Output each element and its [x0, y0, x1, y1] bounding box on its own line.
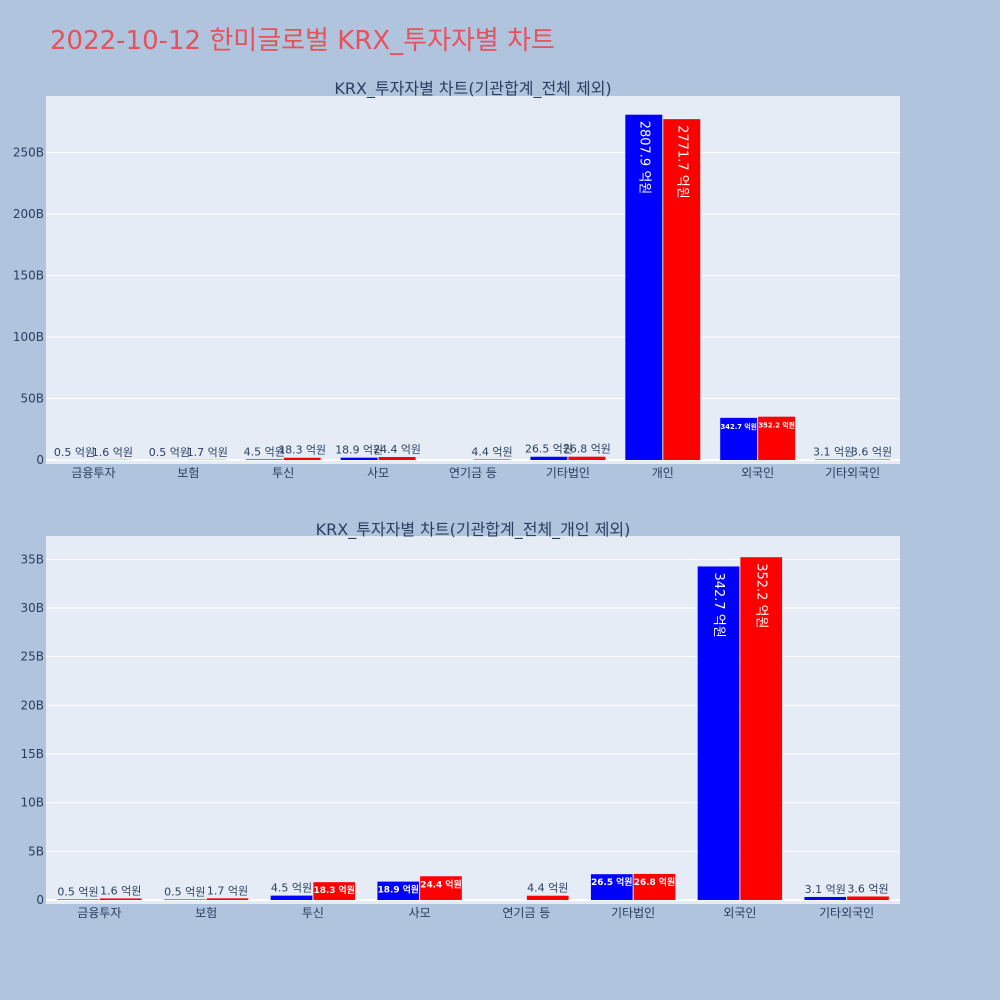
chart-title: KRX_투자자별 차트(기관합계_전체_개인 제외) — [316, 520, 631, 540]
data-label: 1.6 억원 — [100, 884, 141, 897]
data-label: 4.5 억원 — [271, 882, 312, 895]
page-title: 2022-10-12 한미글로벌 KRX_투자자별 차트 — [50, 26, 555, 56]
bar — [340, 457, 378, 460]
y-tick-label: 100B — [13, 330, 44, 344]
data-label: 0.5 억원 — [164, 886, 205, 899]
data-label: 342.7 억원 — [711, 572, 726, 637]
data-label: 24.4 억원 — [373, 443, 421, 456]
bar — [663, 119, 701, 460]
bar — [697, 566, 740, 900]
bar — [378, 456, 416, 460]
bar — [313, 882, 356, 900]
bar — [530, 456, 568, 460]
data-label: 3.6 억원 — [851, 446, 892, 459]
data-label: 4.4 억원 — [471, 445, 512, 458]
y-tick-label: 0 — [36, 453, 44, 467]
data-label: 1.6 억원 — [92, 446, 133, 459]
bar — [283, 457, 321, 460]
x-tick-label: 보험 — [195, 906, 217, 920]
data-label: 18.3 억원 — [278, 444, 326, 457]
bar — [377, 881, 420, 900]
data-label: 0.5 억원 — [149, 446, 190, 459]
x-tick-label: 연기금 등 — [449, 466, 497, 480]
x-tick-label: 기타법인 — [611, 906, 655, 920]
y-tick-label: 250B — [13, 146, 44, 160]
y-tick-label: 20B — [20, 698, 44, 712]
y-tick-label: 25B — [20, 650, 44, 664]
bar — [568, 456, 606, 460]
data-label: 3.1 억원 — [805, 883, 846, 896]
bar — [245, 459, 283, 460]
x-tick-label: 보험 — [177, 466, 199, 480]
chart-1: 0 50B 100B 150B 200B 250B KRX_투자자별 차트(기관합계_전체 … — [13, 79, 900, 480]
y-tick-label: 15B — [20, 747, 44, 761]
x-tick-label: 기타외국인 — [819, 906, 874, 920]
data-label: 18.3 억원 — [314, 884, 355, 896]
x-tick-label: 외국인 — [723, 906, 756, 920]
x-tick-label: 투신 — [272, 466, 294, 480]
x-tick-label: 투신 — [302, 906, 324, 920]
bar — [473, 459, 511, 460]
bar — [99, 898, 142, 900]
bar — [270, 895, 313, 900]
data-label: 4.4 억원 — [527, 882, 568, 895]
bar — [804, 896, 847, 900]
y-tick-label: 200B — [13, 207, 44, 221]
chart-2: 0 5B 10B 15B 20B 25B 30B 35B KRX_투자자별 차트(기관합계_전체… — [20, 520, 900, 920]
bar — [720, 417, 758, 460]
data-label: 1.7 억원 — [207, 884, 248, 897]
data-label: 3.1 억원 — [813, 446, 854, 459]
x-tick-label: 금융투자 — [71, 466, 115, 480]
y-tick-label: 50B — [20, 392, 44, 406]
data-label: 24.4 억원 — [420, 878, 461, 890]
data-label: 26.5 억원 — [525, 443, 573, 456]
x-tick-label: 사모 — [367, 466, 389, 480]
x-tick-label: 사모 — [409, 906, 431, 920]
bar — [740, 557, 783, 900]
data-label: 26.5 억원 — [591, 876, 632, 888]
bar — [633, 873, 676, 900]
x-tick-label: 외국인 — [741, 466, 774, 480]
data-label: 1.7 억원 — [187, 446, 228, 459]
y-tick-label: 150B — [13, 269, 44, 283]
data-label: 342.7 억원 — [721, 422, 757, 431]
y-tick-label: 35B — [20, 552, 44, 566]
data-label: 26.8 억원 — [563, 443, 611, 456]
bar — [758, 416, 796, 460]
bar — [625, 114, 663, 460]
y-tick-label: 0 — [36, 893, 44, 907]
data-label: 3.6 억원 — [847, 882, 888, 895]
data-label: 0.5 억원 — [54, 446, 95, 459]
plot-area — [46, 96, 900, 464]
y-tick-label: 5B — [28, 844, 44, 858]
data-label: 26.8 억원 — [634, 876, 675, 888]
x-tick-label: 연기금 등 — [502, 906, 550, 920]
data-label: 18.9 억원 — [378, 884, 419, 896]
y-tick-label: 30B — [20, 601, 44, 615]
chart-title: KRX_투자자별 차트(기관합계_전체 제외) — [334, 79, 611, 99]
data-label: 352.2 억원 — [758, 421, 794, 430]
bar — [847, 896, 889, 900]
x-tick-label: 기타법인 — [546, 466, 590, 480]
bar — [420, 876, 462, 900]
x-tick-label: 금융투자 — [77, 906, 121, 920]
bar — [590, 874, 633, 900]
data-label: 2771.7 억원 — [674, 125, 689, 199]
data-label: 2807.9 억원 — [636, 121, 651, 195]
y-tick-label: 10B — [20, 796, 44, 810]
data-label: 4.5 억원 — [244, 445, 285, 458]
bar — [206, 898, 249, 900]
data-label: 0.5 억원 — [57, 886, 98, 899]
bar — [526, 895, 569, 900]
data-label: 352.2 억원 — [754, 563, 769, 628]
data-label: 18.9 억원 — [335, 444, 383, 457]
x-tick-label: 개인 — [652, 466, 674, 480]
x-tick-label: 기타외국인 — [825, 466, 880, 480]
